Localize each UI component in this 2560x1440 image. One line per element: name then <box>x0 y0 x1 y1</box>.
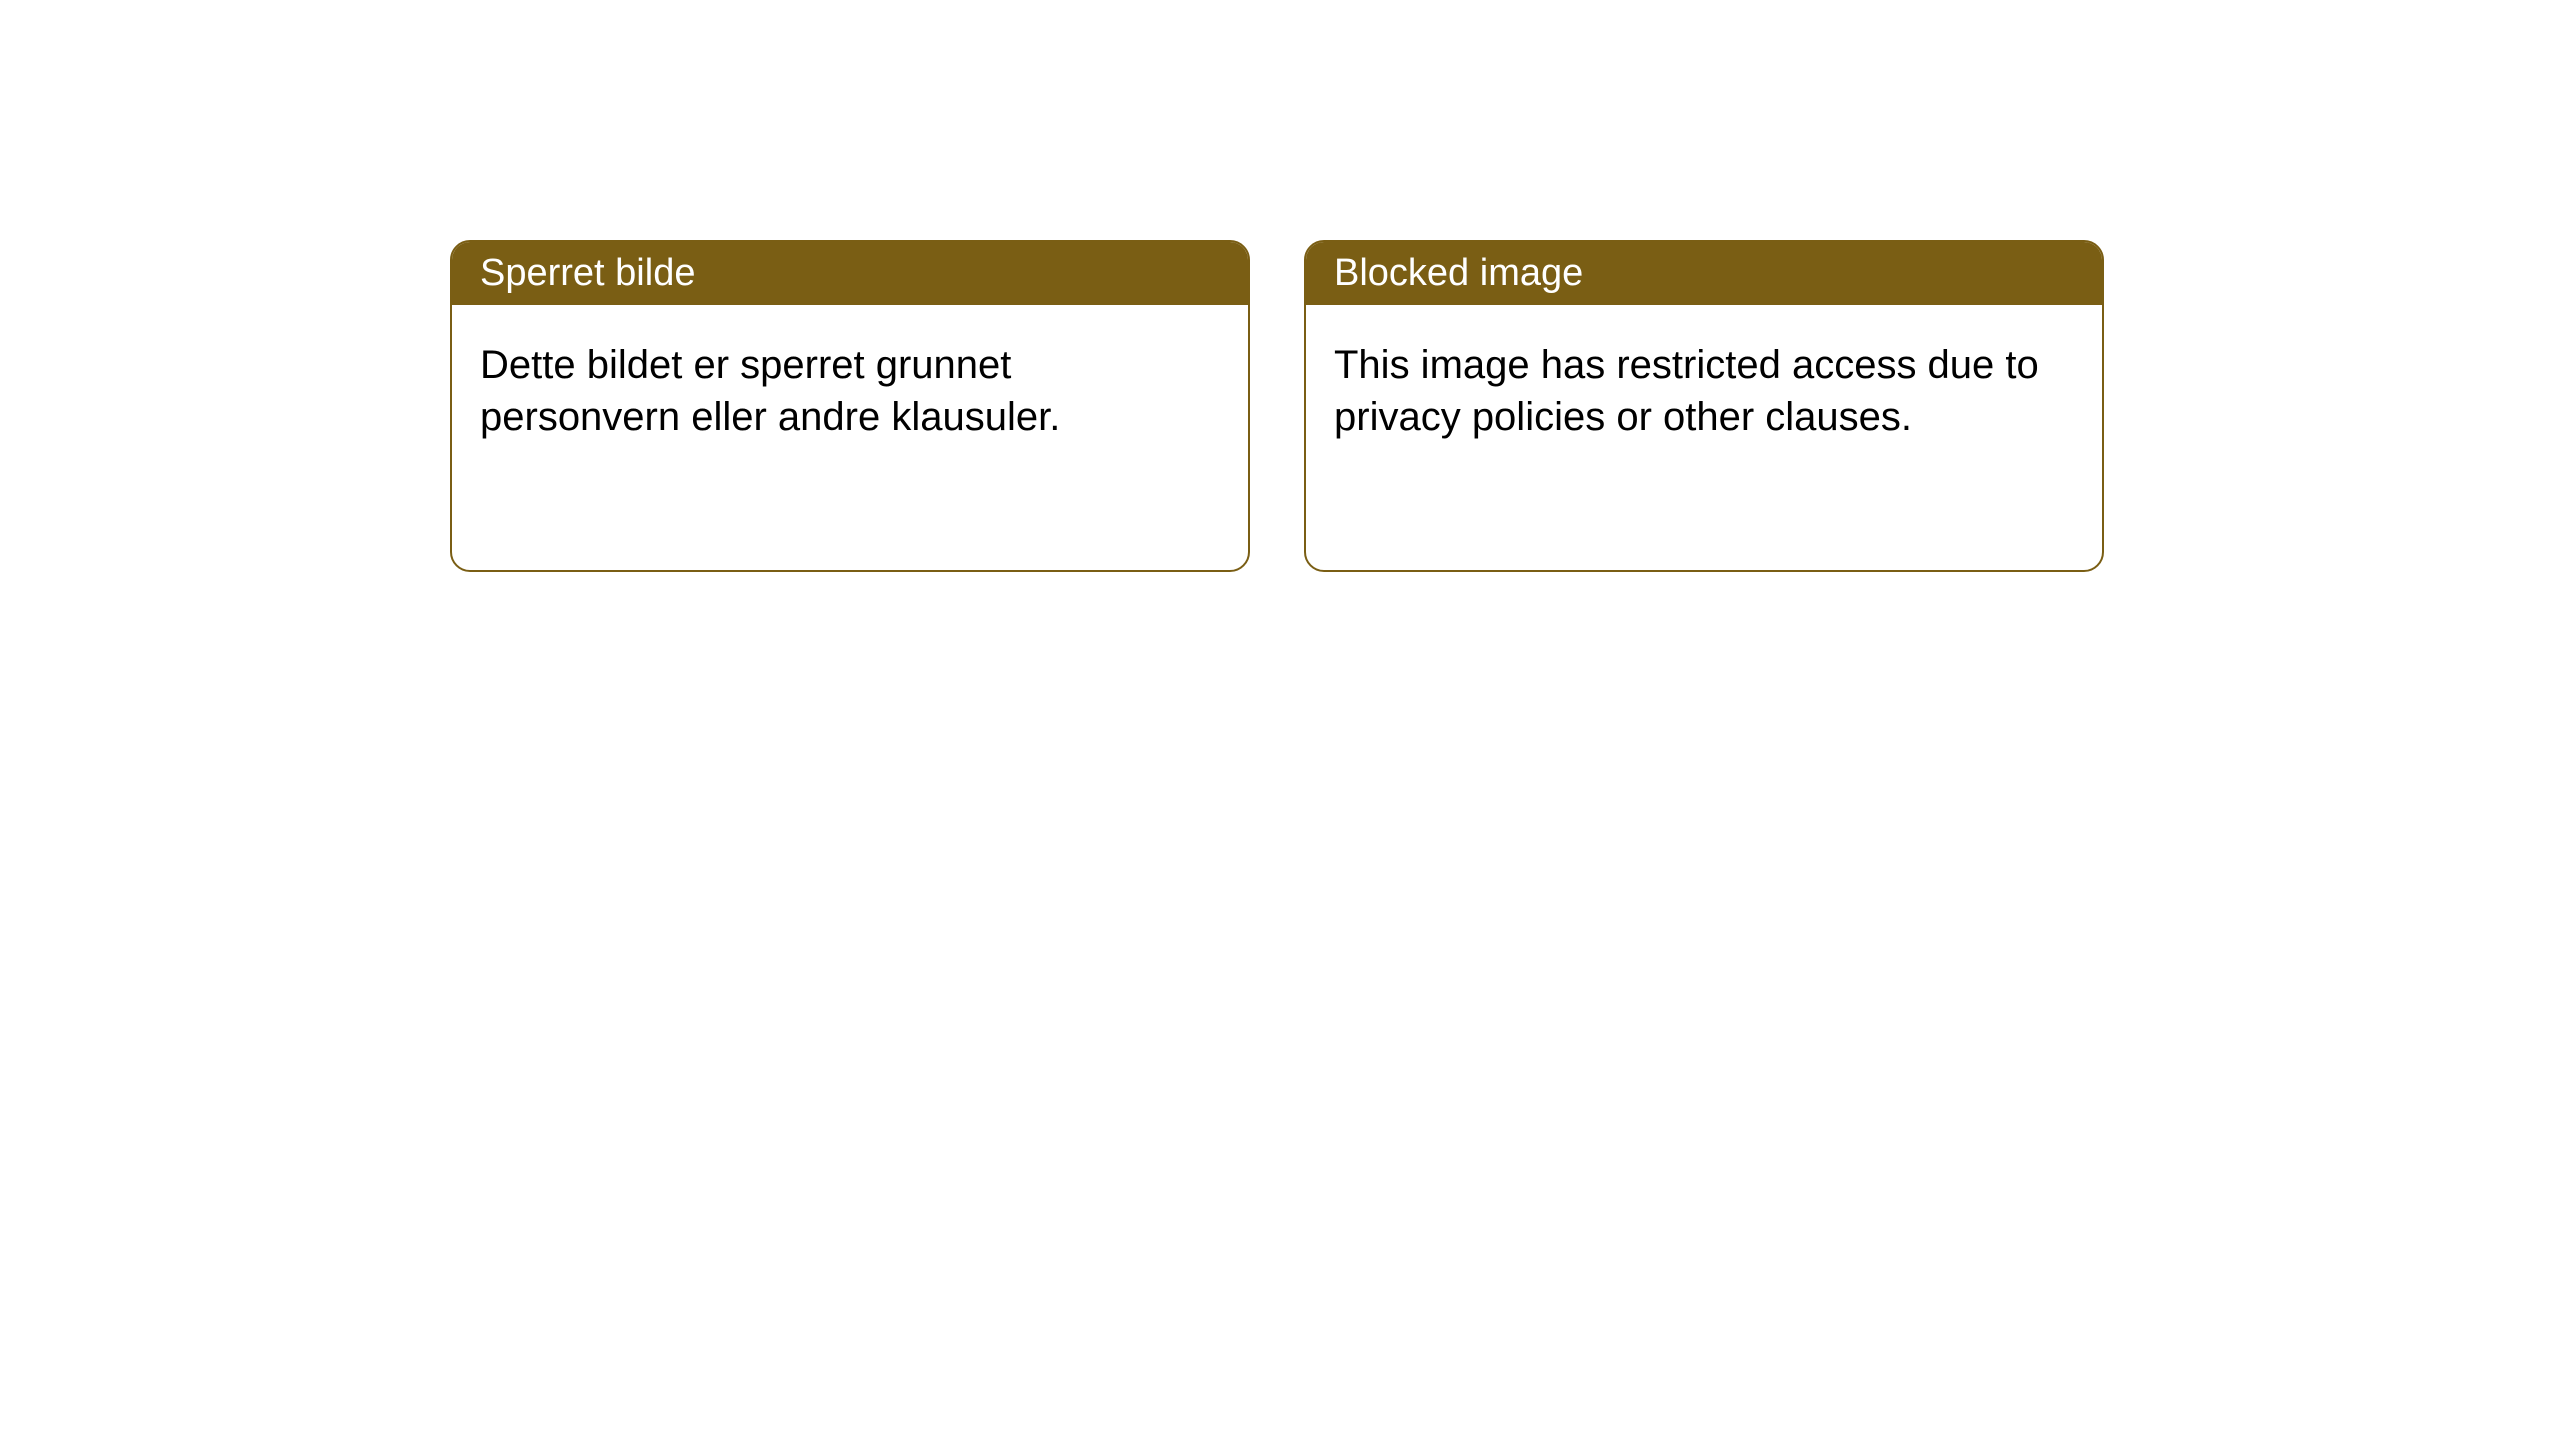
notice-message: This image has restricted access due to … <box>1334 343 2039 439</box>
notice-message: Dette bildet er sperret grunnet personve… <box>480 343 1060 439</box>
notice-card-english: Blocked image This image has restricted … <box>1304 240 2104 572</box>
notice-title: Sperret bilde <box>480 252 695 294</box>
notice-header: Blocked image <box>1306 242 2102 305</box>
notice-header: Sperret bilde <box>452 242 1248 305</box>
notice-container: Sperret bilde Dette bildet er sperret gr… <box>0 0 2560 572</box>
notice-body: This image has restricted access due to … <box>1306 305 2102 477</box>
notice-body: Dette bildet er sperret grunnet personve… <box>452 305 1248 477</box>
notice-card-norwegian: Sperret bilde Dette bildet er sperret gr… <box>450 240 1250 572</box>
notice-title: Blocked image <box>1334 252 1583 294</box>
